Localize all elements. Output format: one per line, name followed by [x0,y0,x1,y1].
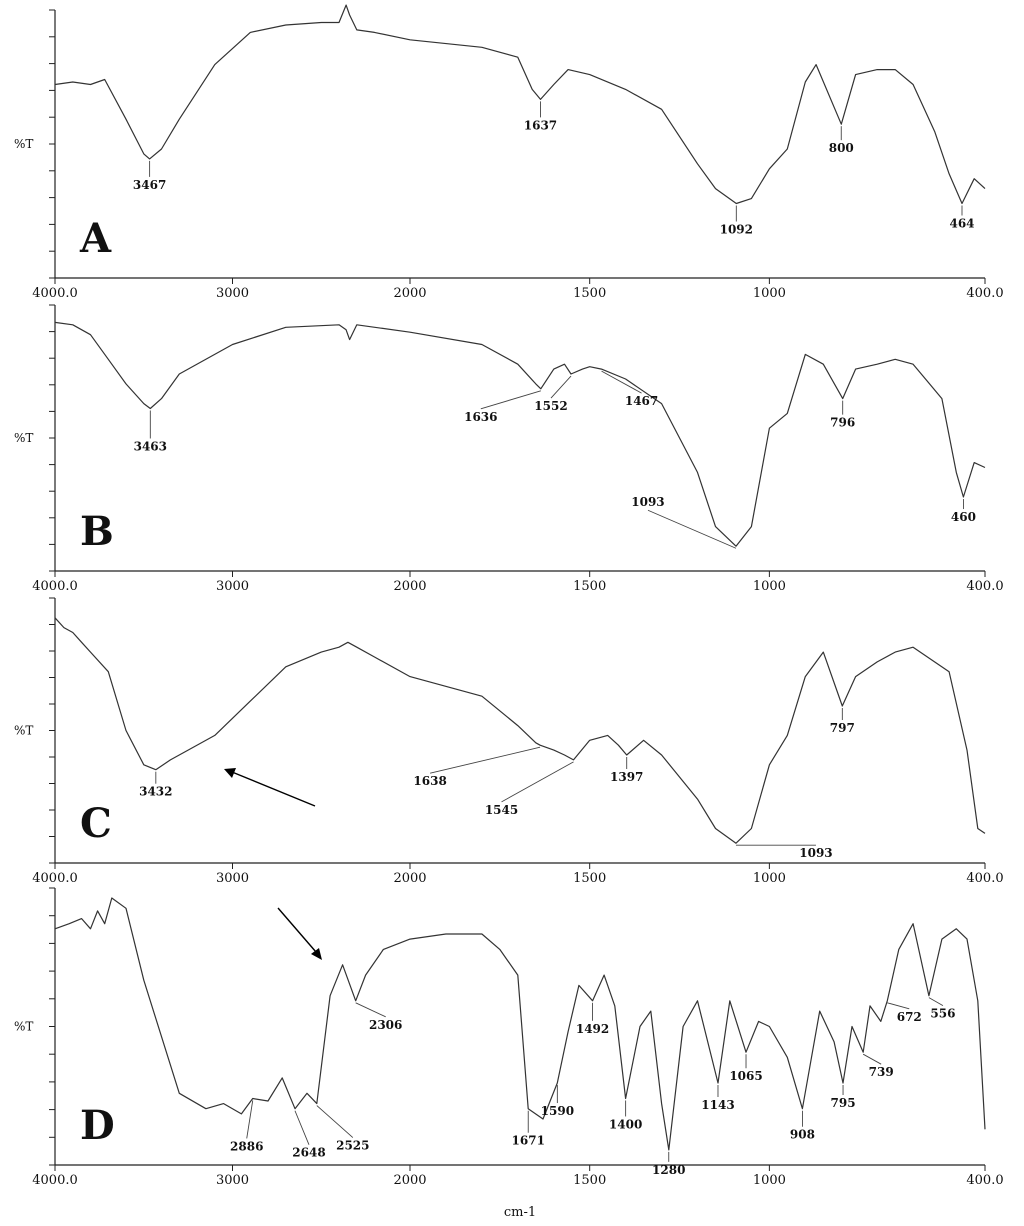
panel-letter: C [80,800,112,847]
x-tick-label: 4000.0 [32,1173,78,1188]
x-tick-label: 2000 [393,871,426,886]
peak-label: 1397 [610,770,643,784]
peak-leader-line [550,375,572,399]
panel-b: 4000.0 3000 2000 1500 1000 400.0 %T B 3463 1636 15… [14,304,1004,594]
peak-label: 795 [831,1096,856,1110]
peak-label: 2525 [336,1139,369,1153]
x-tick-label: 3000 [216,871,249,886]
arrow [231,771,316,807]
arrow [277,907,317,953]
x-axis-title: cm-1 [504,1205,536,1220]
peak-label: 1093 [799,846,832,860]
peak-label: 2886 [230,1139,263,1153]
peak-label: 800 [829,141,854,155]
peak-label: 460 [951,510,976,524]
panel-letter: D [80,1102,115,1149]
peak-leader-line [429,746,541,774]
peak-label: 672 [897,1010,922,1024]
peak-label: 2306 [369,1018,402,1032]
x-tick-label: 1500 [573,1173,606,1188]
peak-label: 1280 [652,1163,685,1177]
peak-label: 1637 [524,118,557,132]
spectrum-line [54,4,986,205]
x-tick-label: 3000 [216,1173,249,1188]
arrow-head [224,768,236,778]
peak-leader-line [246,1100,254,1139]
peak-label: 1671 [512,1134,545,1148]
peak-label: 1093 [631,495,664,509]
x-tick-label: 4000.0 [32,286,78,301]
panel-d: 4000.0 3000 2000 1500 1000 400.0 %T D 2886 2648 25… [14,887,1004,1188]
peak-label: 1143 [701,1098,734,1112]
x-tick-label: 1000 [753,1173,786,1188]
x-tick-label: 1000 [753,871,786,886]
peak-label: 1638 [413,774,446,788]
peak-label: 1065 [729,1069,762,1083]
x-tick-label: 400.0 [966,286,1003,301]
peak-leader-line [862,1053,882,1065]
peak-label: 1636 [464,410,497,424]
peak-label: 556 [930,1007,955,1021]
peak-leader-line [501,761,574,803]
peak-label: 2648 [292,1146,325,1160]
spectrum-line [54,897,986,1151]
x-tick-label: 4000.0 [32,871,78,886]
x-tick-label: 400.0 [966,871,1003,886]
peak-label: 1467 [625,394,658,408]
peak-label: 1400 [609,1117,642,1131]
x-tick-label: 2000 [393,286,426,301]
peak-leader-line [647,509,737,549]
x-tick-label: 1500 [573,286,606,301]
peak-label: 3463 [134,439,167,453]
peak-leader-line [355,1002,386,1018]
x-tick-label: 1000 [753,579,786,594]
peak-label: 797 [830,721,855,735]
x-tick-label: 1500 [573,871,606,886]
peak-leader-line [601,370,642,394]
spectrum-line [54,321,986,547]
peak-label: 1492 [576,1022,609,1036]
x-tick-label: 3000 [216,579,249,594]
peak-leader-line [887,1002,910,1010]
peak-label: 739 [869,1065,894,1079]
peak-leader-line [294,1110,310,1145]
x-tick-label: 2000 [393,579,426,594]
peak-label: 3467 [133,178,166,192]
peak-label: 464 [949,217,974,231]
peak-label: 1092 [720,223,753,237]
peak-label: 1590 [541,1104,574,1118]
y-axis-label: %T [14,137,33,151]
panel-a: 4000.0 3000 2000 1500 1000 400.0 %T A 3467 1637 10… [14,4,1004,301]
y-axis-label: %T [14,431,33,445]
arrow-head [311,948,322,960]
x-tick-label: 4000.0 [32,579,78,594]
x-tick-label: 1500 [573,579,606,594]
peak-leader-line [480,390,541,410]
y-axis-label: %T [14,724,33,738]
peak-label: 796 [830,416,855,430]
peak-leader-line [928,997,944,1007]
peak-label: 1552 [534,399,567,413]
spectrum-line [54,617,986,844]
panel-letter: A [79,215,112,262]
x-tick-label: 3000 [216,286,249,301]
peak-label: 1545 [485,803,518,817]
x-tick-label: 1000 [753,286,786,301]
peak-label: 908 [790,1128,815,1142]
x-tick-label: 400.0 [966,579,1003,594]
panel-c: 4000.0 3000 2000 1500 1000 400.0 %T C 3432 1638 15… [14,597,1004,886]
peak-leader-line [316,1105,354,1138]
x-tick-label: 400.0 [966,1173,1003,1188]
y-axis-label: %T [14,1020,33,1034]
peak-label: 3432 [139,785,172,799]
panel-letter: B [80,508,114,555]
x-tick-label: 2000 [393,1173,426,1188]
